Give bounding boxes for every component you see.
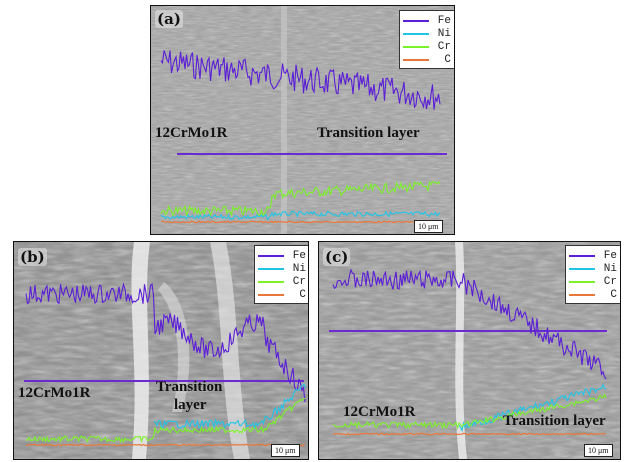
c-trace-c [332, 432, 607, 436]
legend-a: Fe Ni Cr C [399, 10, 454, 69]
legend-c: Fe Ni Cr C [565, 245, 620, 304]
scale-bar-c: 10 μm [584, 444, 613, 457]
legend-item-ni: Ni [403, 27, 451, 40]
panel-c: (c) Fe Ni Cr C 12CrMo1R Transition layer… [318, 241, 621, 460]
legend-item-fe: Fe [258, 249, 306, 262]
scale-bar-a: 10 μm [414, 220, 443, 233]
fe-trace-b [25, 282, 306, 403]
panel-label-a: (a) [155, 10, 183, 28]
legend-item-fe: Fe [569, 249, 617, 262]
panel-label-c: (c) [323, 248, 351, 266]
region-label-substrate-b: 12CrMo1R [18, 385, 91, 401]
cr-trace-c [332, 393, 607, 430]
line-profile-b [24, 282, 307, 447]
ni-trace-b [153, 383, 307, 430]
legend-item-c: C [258, 288, 306, 301]
region-label-substrate-a: 12CrMo1R [155, 125, 228, 141]
fe-trace-c [332, 268, 607, 380]
ni-trace-a [160, 210, 441, 221]
legend-item-ni: Ni [569, 262, 617, 275]
legend-item-c: C [403, 53, 451, 66]
legend-item-ni: Ni [258, 262, 306, 275]
region-label-transition-b: Transition [156, 379, 223, 395]
legend-item-cr: Cr [569, 275, 617, 288]
legend-item-fe: Fe [403, 14, 451, 27]
legend-item-c: C [569, 288, 617, 301]
cr-trace-b [25, 397, 306, 444]
cr-trace-a [160, 180, 441, 218]
legend-item-cr: Cr [258, 275, 306, 288]
region-label-substrate-c: 12CrMo1R [343, 404, 416, 420]
fe-trace-a [160, 50, 441, 110]
line-profile-c [329, 268, 607, 436]
legend-item-cr: Cr [403, 40, 451, 53]
c-trace-a [160, 220, 441, 224]
c-trace-b [25, 443, 306, 447]
scale-bar-b: 10 μm [271, 444, 300, 457]
region-label-transition-a: Transition layer [317, 125, 420, 141]
region-label-transition-c: Transition layer [503, 413, 606, 429]
region-label-layer-b: layer [174, 397, 207, 413]
legend-b: Fe Ni Cr C [254, 245, 308, 304]
panel-label-b: (b) [18, 248, 47, 266]
line-profile-a [160, 50, 447, 224]
panel-a: (a) Fe Ni Cr C 12CrMo1R Transition layer… [150, 5, 455, 235]
panel-b: (b) Fe Ni Cr C 12CrMo1R Transition layer… [13, 241, 309, 460]
